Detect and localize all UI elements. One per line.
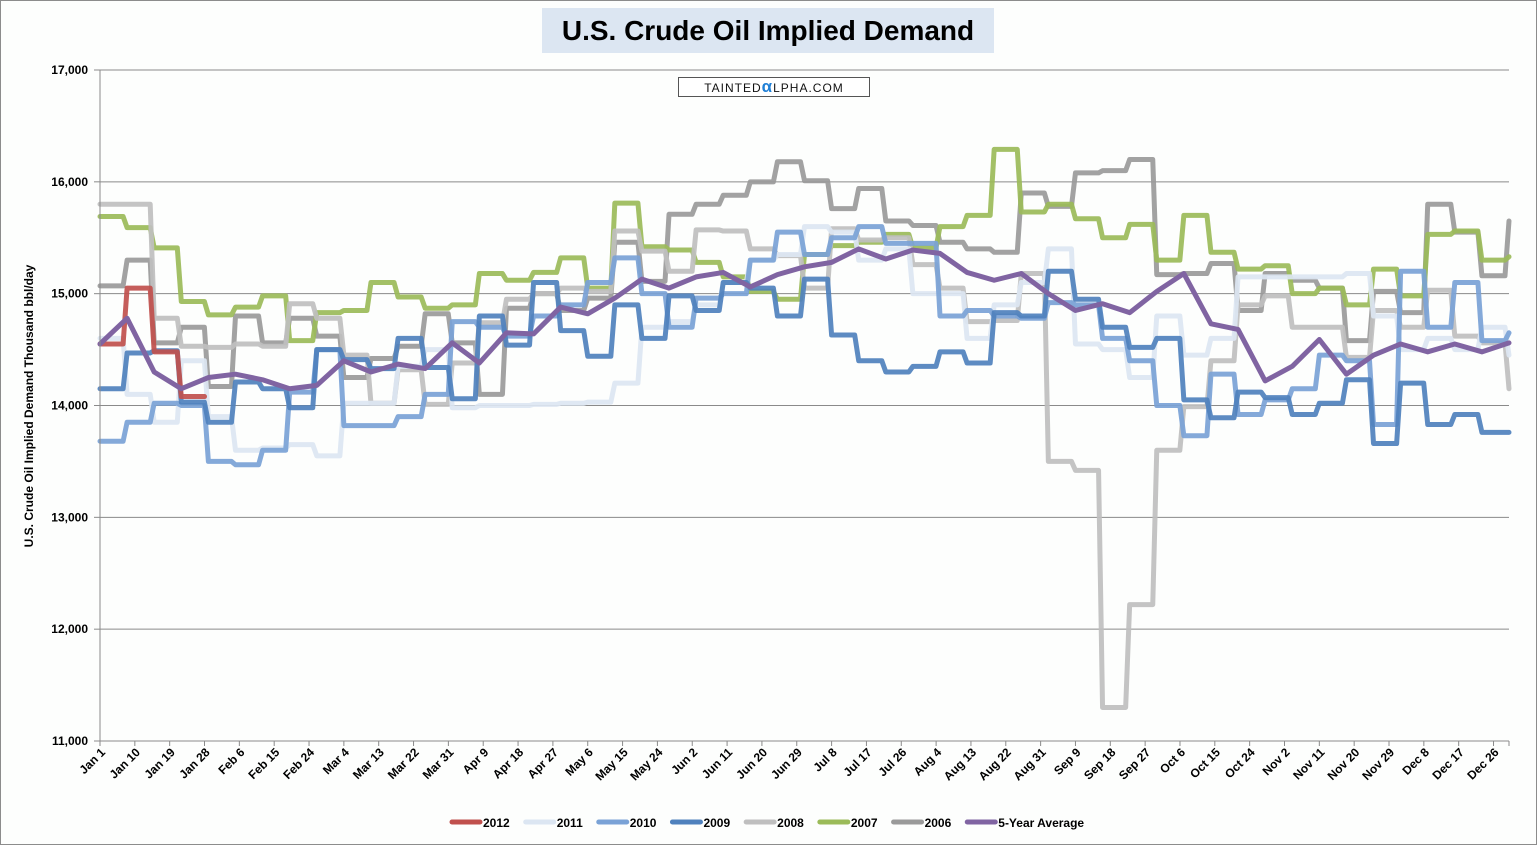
alpha-logo-icon: α <box>761 77 774 96</box>
x-tick-label: Apr 18 <box>490 745 527 782</box>
y-tick-label: 16,000 <box>51 175 88 189</box>
legend-label: 2008 <box>777 816 804 830</box>
x-tick-label: Mar 22 <box>385 745 422 782</box>
x-tick-label: Jul 8 <box>810 745 839 774</box>
series-line-5-year-average <box>97 246 1512 392</box>
x-tick-label: Nov 2 <box>1260 745 1293 778</box>
legend-label: 2010 <box>630 816 657 830</box>
x-tick-label: Mar 31 <box>420 745 457 782</box>
x-tick-label: Oct 24 <box>1222 745 1258 781</box>
x-tick-label: Oct 15 <box>1187 745 1223 781</box>
x-tick-label: Feb 24 <box>280 745 317 782</box>
x-tick-label: Apr 27 <box>525 745 562 782</box>
legend-label: 2012 <box>483 816 510 830</box>
x-tick-label: Jan 1 <box>77 745 109 777</box>
x-tick-label: Jan 28 <box>176 745 213 782</box>
watermark-logo: TAINTEDαLPHA.COM <box>678 77 870 97</box>
x-tick-label: Sep 27 <box>1116 745 1153 782</box>
x-tick-label: Feb 6 <box>215 745 247 777</box>
watermark-prefix: TAINTED <box>704 81 762 95</box>
x-tick-label: Jul 17 <box>841 745 875 779</box>
x-tick-label: Oct 6 <box>1157 745 1188 776</box>
x-tick-label: Nov 29 <box>1359 745 1397 783</box>
legend-label: 2009 <box>703 816 730 830</box>
x-tick-label: Dec 8 <box>1399 745 1432 778</box>
y-tick-label: 17,000 <box>51 63 88 77</box>
series-line-2009 <box>97 268 1512 447</box>
y-tick-label: 13,000 <box>51 510 88 524</box>
x-tick-label: Aug 4 <box>911 745 945 779</box>
legend-label: 2007 <box>851 816 878 830</box>
x-tick-label: Aug 22 <box>976 745 1014 783</box>
series-line-2012 <box>97 285 208 400</box>
x-tick-label: Jan 19 <box>141 745 178 782</box>
x-tick-label: May 24 <box>627 745 665 783</box>
x-tick-label: Jun 2 <box>668 745 700 777</box>
x-tick-label: Aug 13 <box>941 745 979 783</box>
y-tick-label: 11,000 <box>52 734 88 748</box>
x-tick-label: Jun 29 <box>768 745 805 782</box>
x-tick-label: Sep 18 <box>1081 745 1118 782</box>
series-line-2011 <box>97 224 1512 459</box>
y-tick-label: 15,000 <box>51 287 88 301</box>
x-tick-label: Sep 9 <box>1051 745 1084 778</box>
x-tick-label: Jan 10 <box>107 745 144 782</box>
x-tick-label: Jun 20 <box>733 745 770 782</box>
y-tick-label: 14,000 <box>51 399 88 413</box>
legend-label: 2011 <box>557 816 583 830</box>
y-axis-title: U.S. Crude Oil Implied Demand Thousand b… <box>22 264 36 547</box>
x-tick-label: May 6 <box>562 745 596 779</box>
x-tick-label: Aug 31 <box>1011 745 1049 783</box>
x-tick-label: Mar 13 <box>350 745 387 782</box>
x-tick-label: Feb 15 <box>246 745 283 782</box>
series-lines <box>97 146 1512 710</box>
legend-label: 2006 <box>925 816 952 830</box>
y-axis-ticks: 11,000 12,000 13,000 14,000 15,000 16,000 17,0… <box>51 63 100 748</box>
y-tick-label: 12,000 <box>51 622 88 636</box>
x-tick-label: Dec 26 <box>1464 745 1501 782</box>
x-tick-label: Nov 20 <box>1325 745 1363 783</box>
x-tick-label: Apr 9 <box>460 745 492 777</box>
x-tick-label: May 15 <box>592 745 630 783</box>
chart-title: U.S. Crude Oil Implied Demand <box>542 8 994 53</box>
watermark-suffix: LPHA.COM <box>773 81 844 95</box>
x-tick-label: Dec 17 <box>1430 745 1467 782</box>
x-tick-label: Mar 4 <box>320 745 352 777</box>
legend-label: 5-Year Average <box>998 816 1084 830</box>
x-tick-label: Jul 26 <box>875 745 909 779</box>
x-tick-label: Jun 11 <box>699 745 736 782</box>
legend: 2012 2011 2010 2009 2008 2007 2006 5-Year Avera… <box>449 816 1084 830</box>
gridlines <box>100 69 1509 630</box>
x-tick-label: Nov 11 <box>1290 745 1327 782</box>
